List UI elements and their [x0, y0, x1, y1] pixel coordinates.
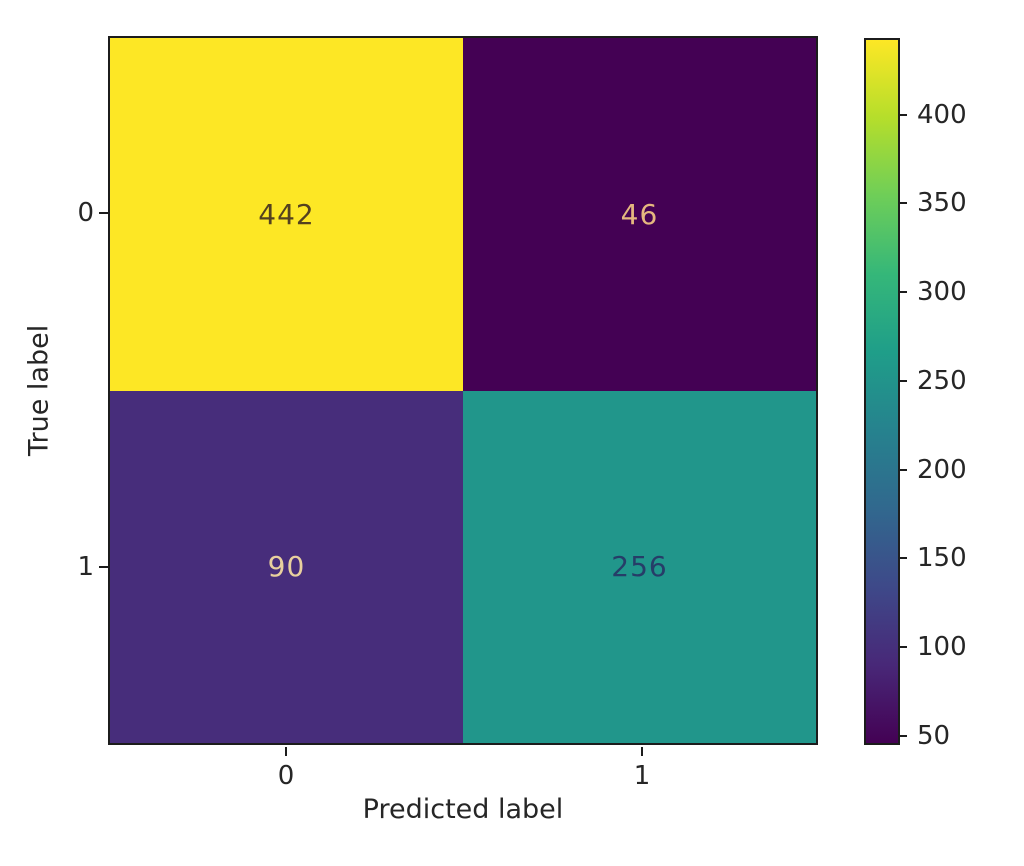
colorbar-tick-mark	[898, 113, 907, 116]
colorbar-tick-label: 250	[917, 365, 967, 396]
colorbar-tick-mark	[898, 291, 907, 294]
colorbar-tick-mark	[898, 379, 907, 382]
colorbar-tick-label: 200	[917, 454, 967, 485]
y-tick-mark-1	[99, 566, 108, 568]
y-tick-label-0: 0	[77, 198, 94, 228]
colorbar-tick-label: 350	[917, 188, 967, 219]
cell-value-1-1: 256	[611, 550, 668, 584]
matrix-cell-0-1: 46	[463, 38, 816, 391]
colorbar-tick-label: 400	[917, 99, 967, 130]
x-tick-label-1: 1	[633, 761, 651, 791]
colorbar-gradient	[866, 40, 898, 743]
colorbar-tick-mark	[898, 202, 907, 205]
colorbar-ticks: 50 100 150 200 250 300 350 400	[898, 40, 978, 749]
x-tick-label-0: 0	[277, 761, 295, 791]
cell-value-0-0: 442	[258, 197, 315, 231]
matrix-cell-1-1: 256	[463, 390, 816, 743]
confusion-matrix-plot: 442 46 90 256	[108, 36, 818, 745]
y-axis-label: True label	[23, 324, 55, 457]
y-tick-label-1: 1	[77, 552, 94, 582]
colorbar-tick-mark	[898, 646, 907, 649]
x-tick-mark-1	[641, 747, 643, 756]
x-tick-mark-0	[285, 747, 287, 756]
matrix-cell-1-0: 90	[110, 390, 463, 743]
colorbar-tick-mark	[898, 734, 907, 737]
colorbar-tick-label: 100	[917, 632, 967, 663]
y-tick-mark-0	[99, 212, 108, 214]
colorbar-tick-mark	[898, 557, 907, 560]
colorbar-tick-label: 300	[917, 277, 967, 308]
colorbar-tick-mark	[898, 468, 907, 471]
matrix-cell-0-0: 442	[110, 38, 463, 391]
colorbar-tick-label: 150	[917, 543, 967, 574]
cell-value-1-0: 90	[267, 550, 306, 584]
colorbar-tick-label: 50	[917, 720, 951, 751]
colorbar: 50 100 150 200 250 300 350 400	[864, 38, 967, 749]
x-axis-label: Predicted label	[362, 794, 564, 825]
cell-value-0-1: 46	[620, 197, 659, 231]
